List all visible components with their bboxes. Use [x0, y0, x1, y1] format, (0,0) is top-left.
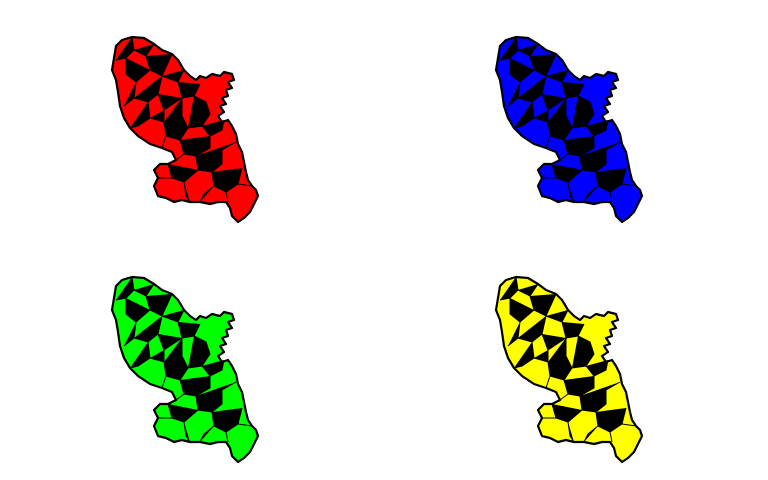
island-map-blue	[494, 35, 644, 224]
island-map-green	[110, 275, 260, 464]
island-map-red	[110, 35, 260, 224]
island-map-yellow	[494, 275, 644, 464]
map-panel-green	[102, 275, 302, 476]
map-panel-blue	[486, 35, 686, 236]
map-panel-yellow	[486, 275, 686, 476]
map-panel-red	[102, 35, 302, 236]
